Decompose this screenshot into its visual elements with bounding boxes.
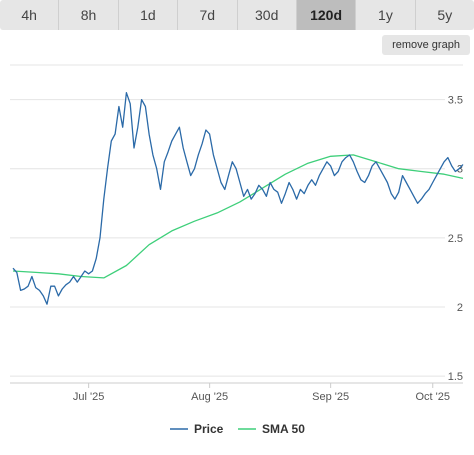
x-axis-ticks: Jul '25 Aug '25 Sep '25 Oct '25 <box>10 382 463 403</box>
timeframe-tabs: 4h 8h 1d 7d 30d 120d 1y 5y <box>0 0 474 30</box>
x-tick-label: Aug '25 <box>191 391 228 403</box>
remove-graph-button[interactable]: remove graph <box>382 35 470 55</box>
y-tick-label: 3.5 <box>448 95 463 107</box>
y-tick-label: 3 <box>457 164 463 176</box>
tab-1y[interactable]: 1y <box>356 0 416 30</box>
tab-4h[interactable]: 4h <box>0 0 60 30</box>
tab-8h[interactable]: 8h <box>59 0 119 30</box>
y-axis-ticks: 3.5 3 2.5 2 1.5 <box>448 95 463 384</box>
legend-price-label[interactable]: Price <box>194 422 224 436</box>
tab-120d[interactable]: 120d <box>296 0 357 30</box>
y-tick-label: 2 <box>457 302 463 314</box>
tab-5y[interactable]: 5y <box>415 0 474 30</box>
x-tick-label: Sep '25 <box>312 391 349 403</box>
tab-7d[interactable]: 7d <box>178 0 238 30</box>
chart-grid <box>10 64 463 377</box>
chart-lines <box>12 92 464 305</box>
chart-legend: Price SMA 50 <box>170 422 305 436</box>
x-tick-label: Jul '25 <box>73 391 104 403</box>
price-series-line <box>12 92 464 305</box>
y-tick-label: 1.5 <box>448 371 463 383</box>
x-tick-label: Oct '25 <box>415 391 450 403</box>
legend-sma-label[interactable]: SMA 50 <box>262 422 305 436</box>
sma50-series-line <box>12 154 464 279</box>
tab-30d[interactable]: 30d <box>237 0 297 30</box>
y-tick-label: 2.5 <box>448 233 463 245</box>
tab-1d[interactable]: 1d <box>118 0 179 30</box>
